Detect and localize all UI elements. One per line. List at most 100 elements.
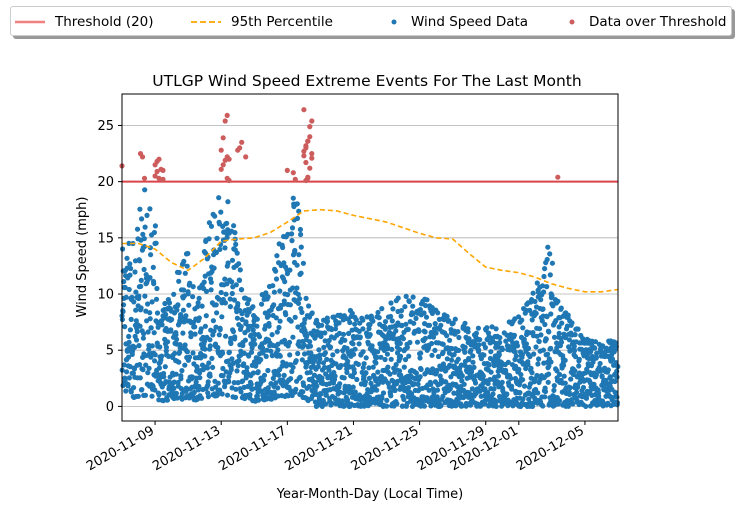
data-point <box>476 347 482 353</box>
data-point <box>525 345 532 351</box>
data-point <box>277 318 283 324</box>
data-point <box>382 326 388 332</box>
data-point <box>220 365 226 372</box>
data-point <box>290 364 296 370</box>
data-point <box>240 378 246 384</box>
data-point <box>126 375 132 381</box>
data-point <box>244 301 251 307</box>
data-point <box>373 360 379 366</box>
data-point <box>266 313 272 319</box>
data-point <box>273 315 279 321</box>
data-point <box>505 359 511 365</box>
data-point <box>411 320 417 326</box>
data-point <box>397 346 403 352</box>
data-point <box>157 344 163 350</box>
data-point <box>265 367 271 374</box>
data-point <box>308 350 314 356</box>
data-point <box>213 324 219 330</box>
data-point <box>426 387 432 393</box>
data-point <box>540 403 546 409</box>
data-point <box>551 383 557 389</box>
data-point <box>207 373 213 379</box>
data-point <box>535 361 541 367</box>
data-point <box>140 335 146 341</box>
data-point <box>350 341 356 347</box>
data-point <box>254 316 260 322</box>
data-point <box>229 356 235 362</box>
data-point <box>295 350 301 357</box>
data-point <box>527 354 533 360</box>
data-point <box>433 330 439 336</box>
data-point <box>226 379 232 385</box>
data-point <box>166 300 173 306</box>
data-point <box>360 349 366 355</box>
y-tick-label: 5 <box>106 344 114 359</box>
data-point <box>468 347 474 353</box>
data-point <box>148 252 154 258</box>
data-point <box>485 381 491 387</box>
data-point <box>154 285 160 292</box>
data-point <box>234 368 240 374</box>
data-point <box>297 226 303 233</box>
data-point <box>243 319 249 325</box>
legend-label-threshold: Threshold (20) <box>55 14 154 30</box>
legend-data-swatch <box>391 19 397 25</box>
data-point <box>435 353 442 360</box>
data-point <box>171 385 177 391</box>
data-point <box>292 247 298 254</box>
over-threshold-point <box>555 174 561 180</box>
data-point <box>550 303 556 309</box>
data-point <box>235 363 241 369</box>
data-point <box>536 356 542 362</box>
data-point <box>565 403 572 409</box>
data-point <box>252 341 258 347</box>
data-point <box>395 295 401 301</box>
y-axis-title: Wind Speed (mph) <box>75 197 90 318</box>
data-point <box>320 360 327 366</box>
data-point <box>561 373 567 379</box>
data-point <box>163 311 169 318</box>
data-point <box>139 387 145 393</box>
data-point <box>495 373 501 379</box>
data-point <box>307 369 313 375</box>
data-point <box>246 309 252 315</box>
data-point <box>127 327 133 333</box>
data-point <box>138 305 144 311</box>
data-point <box>593 355 599 361</box>
data-point <box>120 309 126 315</box>
data-point <box>263 290 269 296</box>
data-point <box>137 258 143 264</box>
data-point <box>194 304 201 310</box>
data-point <box>379 306 385 312</box>
data-point <box>133 289 139 295</box>
data-point <box>403 293 409 299</box>
data-point <box>413 315 419 321</box>
data-point <box>374 354 380 360</box>
data-point <box>249 345 255 351</box>
data-point <box>612 378 618 385</box>
data-point <box>547 251 553 257</box>
data-point <box>228 340 234 347</box>
data-point <box>125 354 132 360</box>
percentile-95-line <box>122 208 619 293</box>
data-point <box>216 195 222 201</box>
data-point <box>137 375 143 381</box>
data-point <box>418 350 424 356</box>
data-point <box>421 403 427 409</box>
data-point <box>400 403 406 409</box>
data-point <box>400 336 406 342</box>
data-point <box>323 401 329 407</box>
data-point <box>488 349 494 355</box>
data-point <box>422 335 428 341</box>
data-point <box>317 356 323 362</box>
data-point <box>434 387 441 393</box>
data-point <box>200 367 206 373</box>
data-point <box>366 375 372 381</box>
data-point <box>183 385 189 391</box>
data-point <box>182 342 188 348</box>
data-point <box>246 297 252 303</box>
data-point <box>280 383 286 389</box>
data-point <box>380 390 387 396</box>
data-point <box>455 356 461 362</box>
data-point <box>384 397 390 403</box>
